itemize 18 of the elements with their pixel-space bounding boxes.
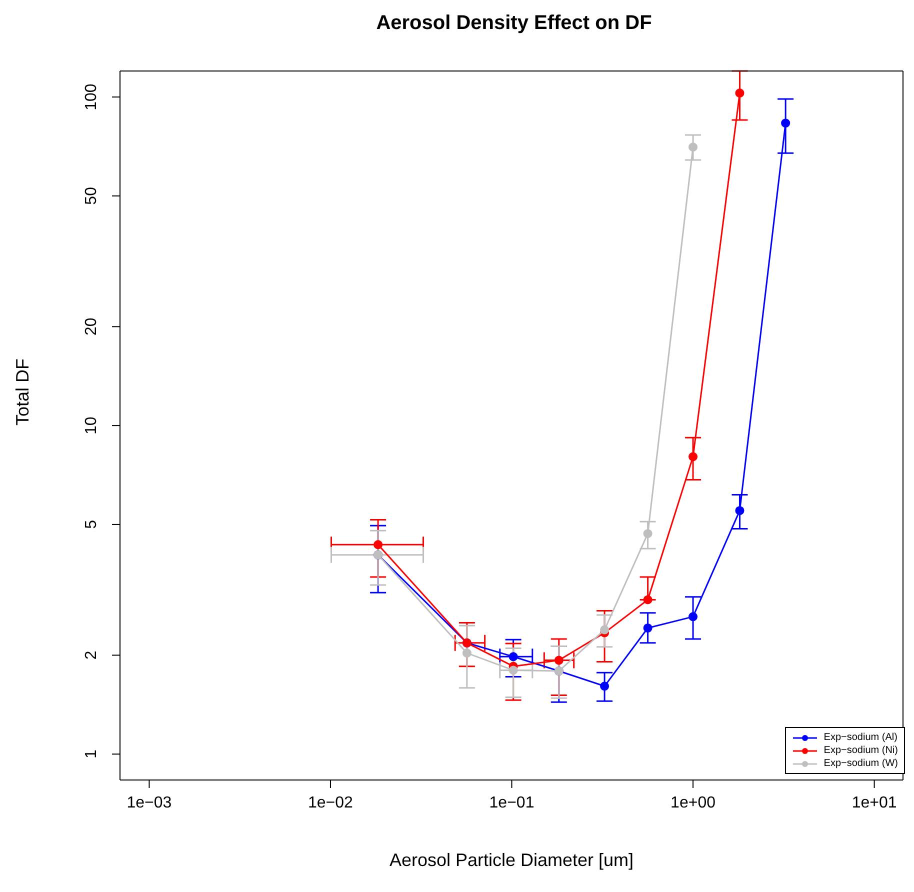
y-tick-label: 1 xyxy=(83,750,100,759)
x-tick-label: 1e−02 xyxy=(308,794,354,812)
y-tick-label: 20 xyxy=(83,318,100,336)
y-tick-label: 2 xyxy=(83,650,100,660)
y-tick-label: 50 xyxy=(83,186,100,205)
x-tick-label: 1e−03 xyxy=(126,794,172,812)
y-tick-label: 5 xyxy=(83,520,100,529)
x-tick-label: 1e+01 xyxy=(852,794,897,812)
x-axis-title: Aerosol Particle Diameter [um] xyxy=(389,850,634,870)
x-tick-label: 1e+00 xyxy=(670,794,716,812)
y-tick-label: 100 xyxy=(83,84,100,110)
legend-label: Exp−sodium (W) xyxy=(824,758,898,769)
y-axis-title: Total DF xyxy=(12,358,32,426)
legend-label: Exp−sodium (Ni) xyxy=(824,745,898,756)
y-tick-label: 10 xyxy=(83,416,100,434)
legend-label: Exp−sodium (Al) xyxy=(824,732,898,743)
chart-title: Aerosol Density Effect on DF xyxy=(375,11,653,36)
x-tick-label: 1e−01 xyxy=(489,794,534,812)
